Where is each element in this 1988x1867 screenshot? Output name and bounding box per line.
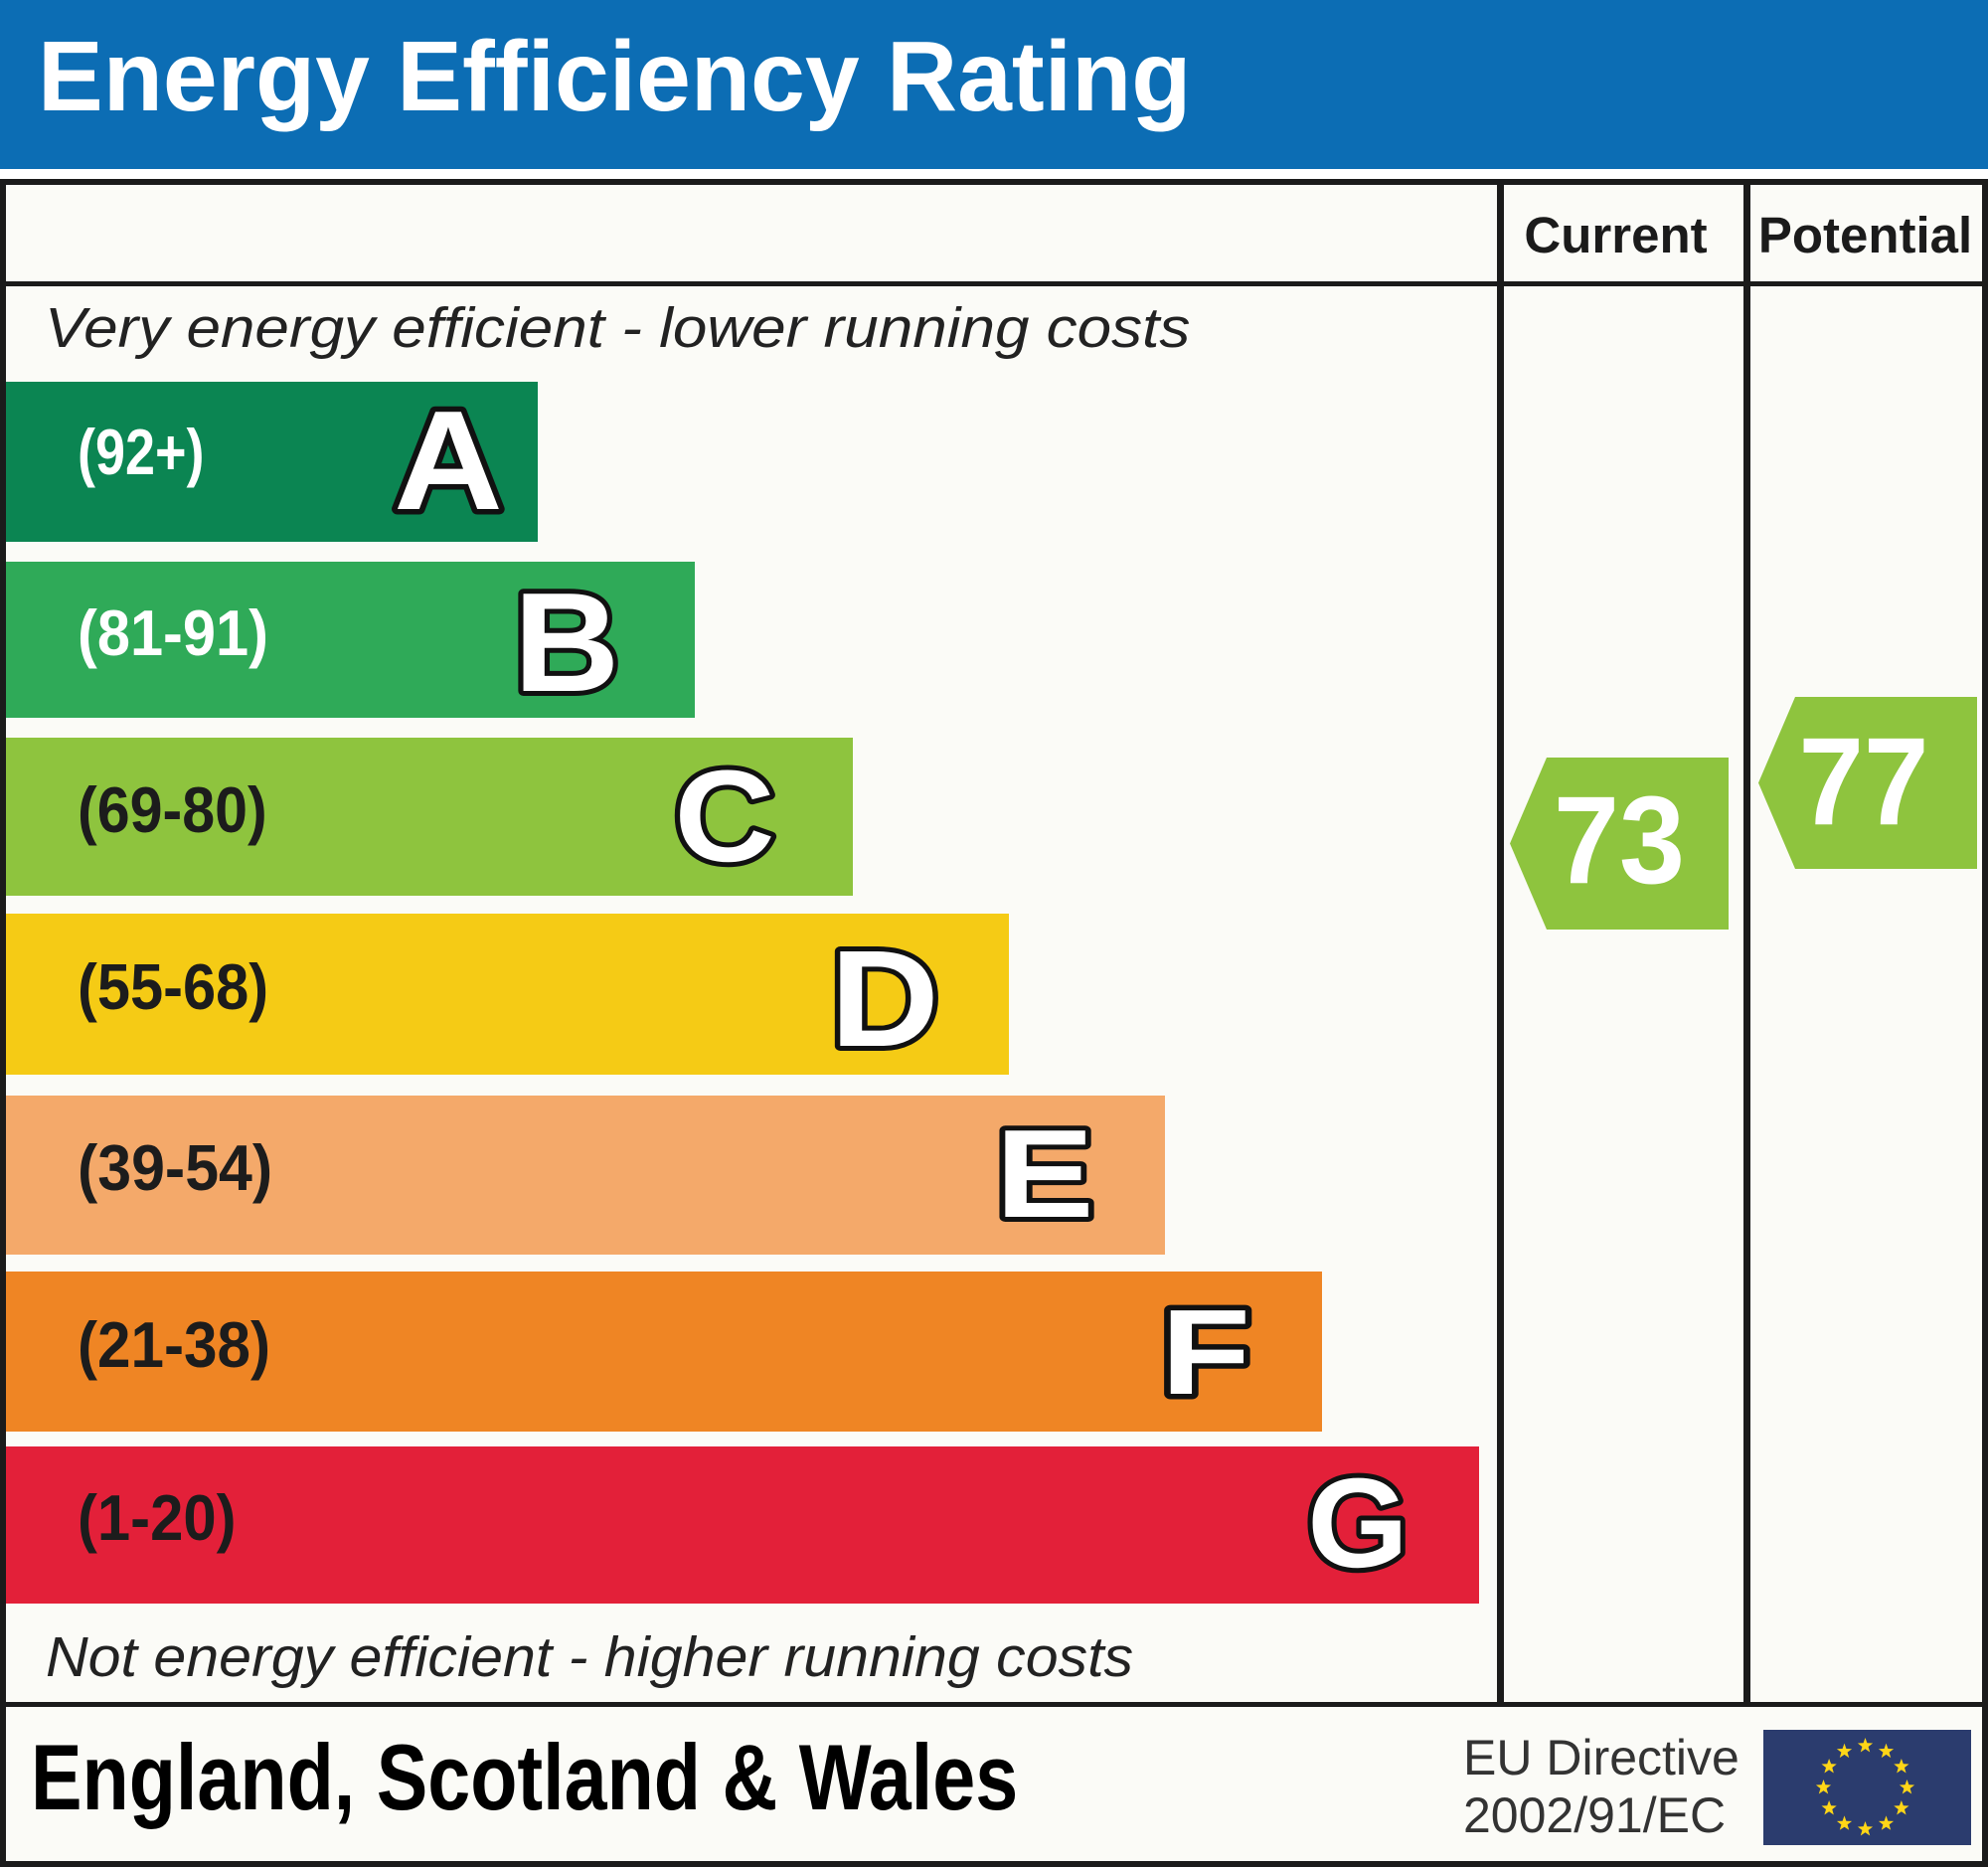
svg-text:E: E (995, 1104, 1093, 1245)
svg-text:A: A (394, 383, 503, 540)
svg-text:F: F (1161, 1283, 1250, 1420)
svg-text:B: B (514, 564, 620, 722)
svg-text:77: 77 (1799, 713, 1929, 851)
svg-text:D: D (830, 922, 939, 1075)
svg-text:73: 73 (1554, 771, 1685, 910)
svg-text:G: G (1307, 1452, 1408, 1595)
svg-text:C: C (674, 743, 774, 889)
